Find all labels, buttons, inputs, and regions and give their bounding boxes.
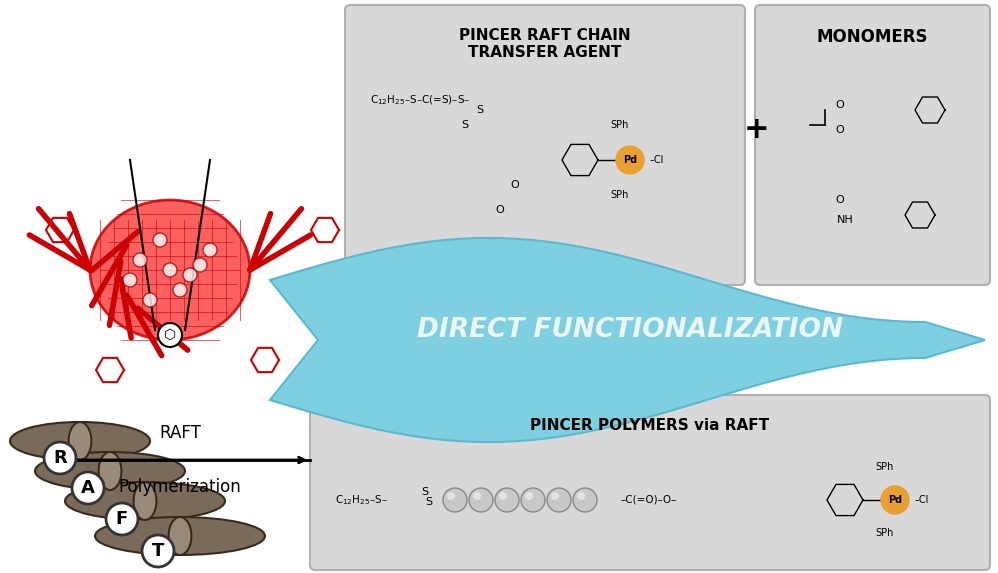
FancyBboxPatch shape (345, 5, 745, 285)
Circle shape (44, 442, 76, 474)
Ellipse shape (95, 517, 265, 555)
Text: $\mathregular{C_{12}H_{25}}$–S–C(=S)–S–: $\mathregular{C_{12}H_{25}}$–S–C(=S)–S– (370, 93, 470, 107)
Circle shape (173, 283, 187, 297)
Circle shape (142, 535, 174, 567)
Text: O: O (835, 125, 844, 135)
Circle shape (521, 488, 545, 512)
Ellipse shape (90, 200, 250, 340)
Circle shape (551, 492, 559, 500)
Circle shape (443, 488, 467, 512)
Circle shape (133, 253, 147, 267)
Text: S: S (421, 487, 428, 497)
Text: –C(=O)–O–: –C(=O)–O– (621, 495, 678, 505)
Text: T: T (152, 542, 165, 560)
Text: O: O (835, 195, 844, 205)
Text: O: O (496, 205, 504, 215)
Text: PINCER POLYMERS via RAFT: PINCER POLYMERS via RAFT (531, 418, 769, 433)
Text: S: S (461, 120, 469, 130)
Circle shape (525, 492, 533, 500)
Text: –Cl: –Cl (650, 155, 665, 165)
Text: SPh: SPh (876, 528, 894, 538)
FancyBboxPatch shape (755, 5, 990, 285)
Text: R: R (53, 449, 67, 467)
Text: NH: NH (836, 215, 853, 225)
Circle shape (158, 323, 182, 347)
Circle shape (193, 258, 207, 272)
Text: A: A (81, 479, 95, 497)
Text: MONOMERS: MONOMERS (816, 28, 928, 46)
Circle shape (123, 273, 137, 287)
Circle shape (881, 486, 909, 514)
Text: O: O (511, 180, 519, 190)
Circle shape (447, 492, 455, 500)
Ellipse shape (65, 482, 225, 520)
Circle shape (547, 488, 571, 512)
Circle shape (106, 503, 138, 535)
Text: RAFT: RAFT (159, 424, 201, 442)
Circle shape (153, 233, 167, 247)
Circle shape (72, 472, 104, 504)
Text: Pd: Pd (623, 155, 637, 165)
Ellipse shape (69, 422, 92, 460)
Text: SPh: SPh (611, 190, 629, 200)
Circle shape (495, 488, 519, 512)
Circle shape (163, 263, 177, 277)
Circle shape (577, 492, 585, 500)
Text: S: S (425, 497, 432, 507)
Ellipse shape (134, 482, 157, 520)
Circle shape (183, 268, 197, 282)
Circle shape (469, 488, 493, 512)
Text: O: O (835, 100, 844, 110)
Text: PINCER RAFT CHAIN
TRANSFER AGENT: PINCER RAFT CHAIN TRANSFER AGENT (459, 28, 631, 60)
Text: –Cl: –Cl (915, 495, 929, 505)
Ellipse shape (99, 452, 122, 490)
Text: S: S (476, 105, 484, 115)
Circle shape (143, 293, 157, 307)
Text: SPh: SPh (876, 462, 894, 472)
Ellipse shape (35, 452, 185, 490)
Text: Pd: Pd (888, 495, 902, 505)
Circle shape (473, 492, 481, 500)
Ellipse shape (10, 422, 150, 460)
Circle shape (573, 488, 597, 512)
Polygon shape (270, 238, 985, 442)
Ellipse shape (169, 517, 192, 555)
Circle shape (616, 146, 644, 174)
Text: $\mathregular{C_{12}H_{25}}$–S–: $\mathregular{C_{12}H_{25}}$–S– (335, 493, 388, 507)
Text: F: F (116, 510, 128, 528)
Text: +: + (745, 116, 769, 144)
Text: ⬡: ⬡ (164, 328, 176, 342)
Circle shape (499, 492, 507, 500)
FancyBboxPatch shape (310, 395, 990, 570)
Circle shape (203, 243, 217, 257)
Text: Polymerization: Polymerization (119, 478, 242, 496)
Text: DIRECT FUNCTIONALIZATION: DIRECT FUNCTIONALIZATION (417, 317, 843, 343)
Text: SPh: SPh (611, 120, 629, 130)
